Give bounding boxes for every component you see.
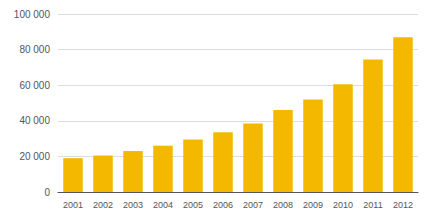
svg-text:80 000: 80 000: [19, 44, 50, 55]
svg-text:2009: 2009: [303, 200, 323, 210]
svg-text:2010: 2010: [333, 200, 353, 210]
svg-text:2001: 2001: [63, 200, 83, 210]
svg-text:2007: 2007: [243, 200, 263, 210]
svg-text:20 000: 20 000: [19, 151, 50, 162]
svg-text:2003: 2003: [123, 200, 143, 210]
svg-text:40 000: 40 000: [19, 115, 50, 126]
svg-text:2005: 2005: [183, 200, 203, 210]
svg-text:2004: 2004: [153, 200, 173, 210]
svg-text:100 000: 100 000: [14, 9, 51, 20]
svg-text:2006: 2006: [213, 200, 233, 210]
svg-text:2012: 2012: [393, 200, 413, 210]
svg-text:2008: 2008: [273, 200, 293, 210]
svg-text:2011: 2011: [363, 200, 382, 210]
svg-text:0: 0: [44, 187, 50, 198]
svg-text:2002: 2002: [93, 200, 113, 210]
svg-text:60 000: 60 000: [19, 80, 50, 91]
